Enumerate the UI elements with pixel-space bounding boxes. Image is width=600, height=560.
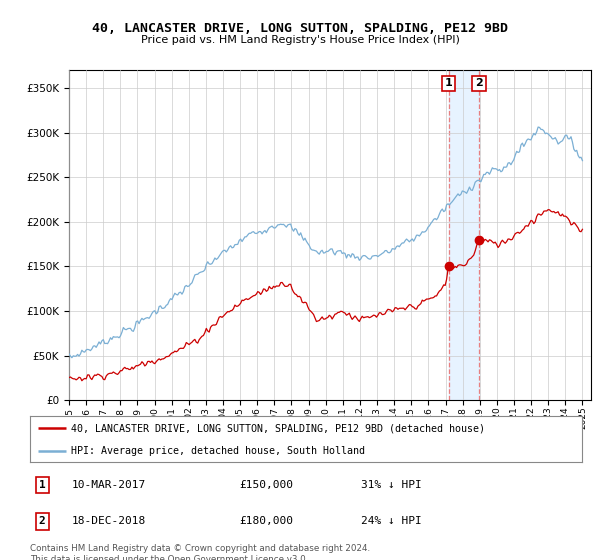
Text: 18-DEC-2018: 18-DEC-2018 [71, 516, 146, 526]
Text: 40, LANCASTER DRIVE, LONG SUTTON, SPALDING, PE12 9BD: 40, LANCASTER DRIVE, LONG SUTTON, SPALDI… [92, 22, 508, 35]
Text: £150,000: £150,000 [240, 480, 294, 490]
Bar [449, 70, 479, 400]
Text: 24% ↓ HPI: 24% ↓ HPI [361, 516, 422, 526]
Text: 10-MAR-2017: 10-MAR-2017 [71, 480, 146, 490]
Text: 40, LANCASTER DRIVE, LONG SUTTON, SPALDING, PE12 9BD (detached house): 40, LANCASTER DRIVE, LONG SUTTON, SPALDI… [71, 423, 485, 433]
Text: HPI: Average price, detached house, South Holland: HPI: Average price, detached house, Sout… [71, 446, 365, 456]
Text: Price paid vs. HM Land Registry's House Price Index (HPI): Price paid vs. HM Land Registry's House … [140, 35, 460, 45]
Text: 31% ↓ HPI: 31% ↓ HPI [361, 480, 422, 490]
Text: 2: 2 [39, 516, 46, 526]
Text: Contains HM Land Registry data © Crown copyright and database right 2024.
This d: Contains HM Land Registry data © Crown c… [30, 544, 370, 560]
Text: 1: 1 [39, 480, 46, 490]
Text: £180,000: £180,000 [240, 516, 294, 526]
Text: 2: 2 [475, 78, 483, 88]
Text: 1: 1 [445, 78, 452, 88]
